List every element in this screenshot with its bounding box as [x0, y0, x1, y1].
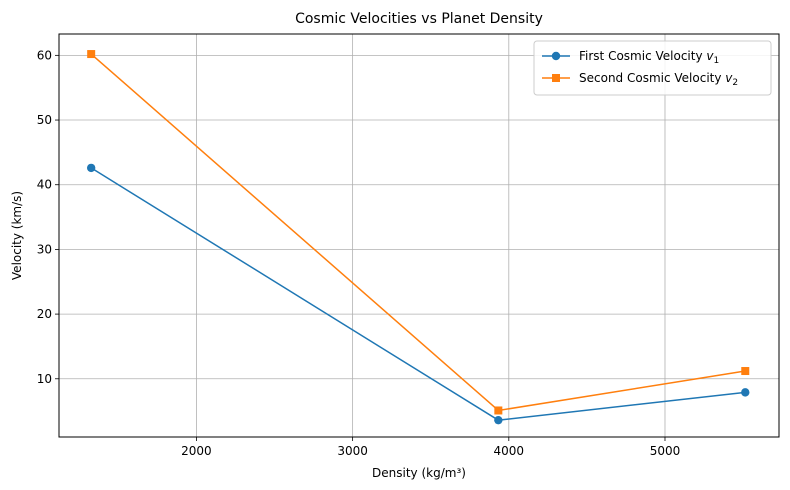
- series-2-point: [87, 50, 96, 59]
- legend-label-text: First Cosmic Velocity: [579, 49, 706, 63]
- series-1-point: [494, 415, 503, 425]
- y-tick-label: 30: [37, 242, 52, 256]
- legend-label-1: First Cosmic Velocity v1: [579, 49, 719, 66]
- series-2-point: [741, 367, 750, 376]
- x-tick-label: 4000: [494, 444, 525, 458]
- legend-marker-1: [551, 51, 561, 61]
- legend-label-text: Second Cosmic Velocity: [579, 71, 725, 85]
- plot-frame: [58, 33, 780, 438]
- legend-label-symbol: v: [725, 71, 733, 85]
- legend-label-symbol: v: [706, 49, 714, 63]
- y-tick-label: 20: [37, 307, 52, 321]
- x-tick-label: 5000: [650, 444, 681, 458]
- y-tick-label: 60: [37, 48, 52, 62]
- legend-label-subscript: 1: [713, 56, 719, 66]
- chart-title: Cosmic Velocities vs Planet Density: [295, 11, 543, 27]
- y-tick-label: 50: [37, 113, 52, 127]
- ticks: 2000 3000 4000 5000 10 20 30 40 50 60: [37, 48, 681, 458]
- legend-label-subscript: 2: [732, 78, 738, 88]
- series-layer: [86, 50, 750, 425]
- series-1-point: [741, 388, 750, 397]
- series-1-point: [86, 163, 96, 173]
- x-axis-label: Density (kg/m³): [372, 466, 466, 480]
- legend: First Cosmic Velocity v1 Second Cosmic Ve…: [533, 40, 772, 96]
- x-tick-label: 3000: [337, 444, 368, 458]
- y-tick-label: 40: [37, 178, 52, 192]
- y-tick-label: 10: [37, 372, 52, 386]
- legend-marker-2: [552, 74, 560, 82]
- series-2-point: [494, 406, 503, 415]
- y-axis-label: Velocity (km/s): [10, 191, 24, 280]
- x-tick-label: 2000: [181, 444, 212, 458]
- legend-label-2: Second Cosmic Velocity v2: [579, 71, 738, 88]
- legend-box: [533, 40, 772, 96]
